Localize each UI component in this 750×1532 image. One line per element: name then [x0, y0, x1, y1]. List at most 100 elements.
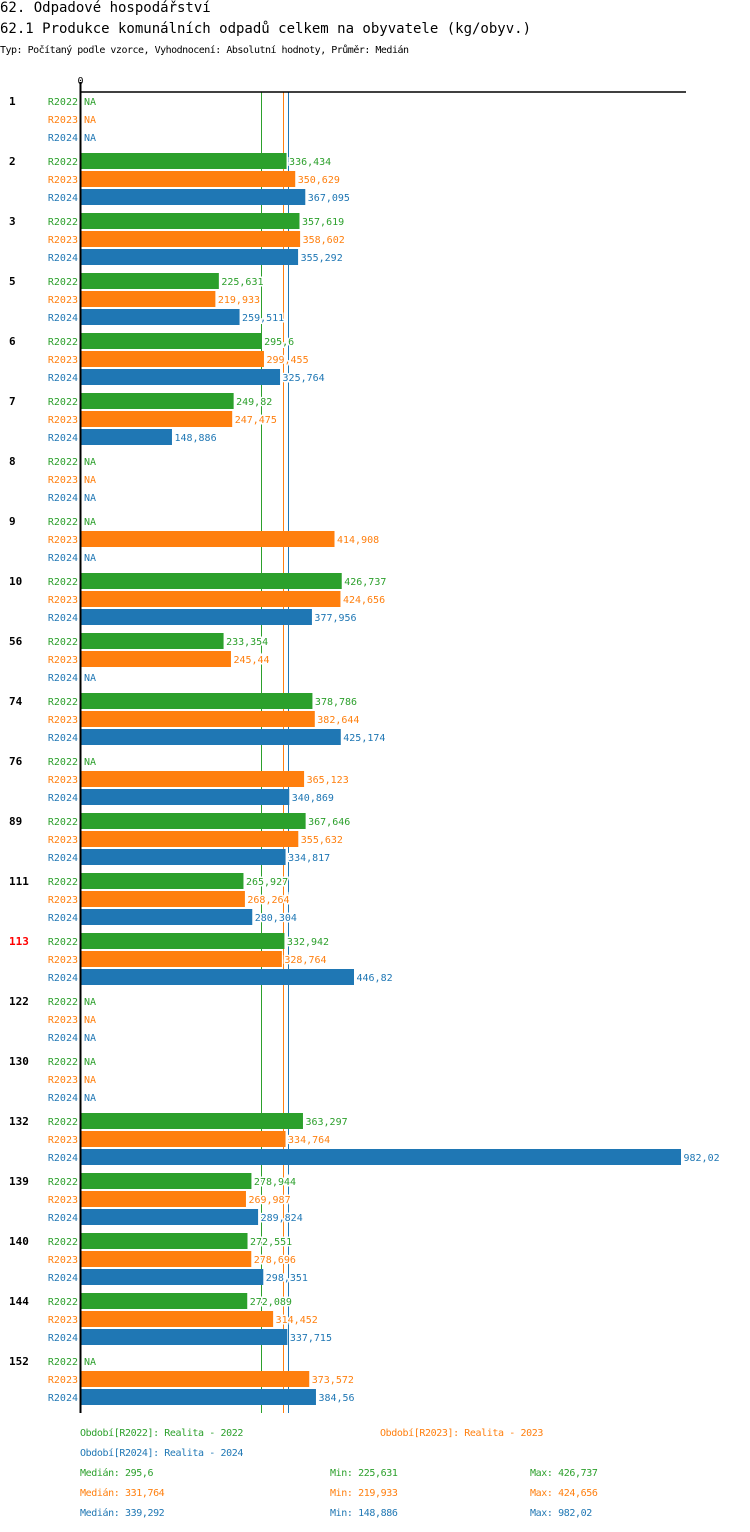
na-label: NA	[84, 1033, 96, 1044]
bar	[81, 273, 219, 289]
series-label: R2022	[48, 337, 78, 348]
series-label: R2022	[48, 1177, 78, 1188]
value-label: 365,123	[307, 775, 349, 786]
bar	[81, 1113, 303, 1129]
series-label: R2023	[48, 115, 78, 126]
series-label: R2024	[48, 373, 78, 384]
category-label: 1	[9, 95, 16, 108]
na-label: NA	[84, 1057, 96, 1068]
category-label: 5	[9, 275, 16, 288]
bar	[81, 171, 296, 187]
value-label: 269,987	[248, 1195, 290, 1206]
series-label: R2023	[48, 655, 78, 666]
stat-max-r2024: Max: 982,02	[530, 1508, 592, 1519]
series-label: R2022	[48, 157, 78, 168]
value-label: 363,297	[305, 1117, 347, 1128]
series-label: R2024	[48, 1273, 78, 1284]
bar	[81, 1191, 246, 1207]
value-label: 355,632	[301, 835, 343, 846]
na-label: NA	[84, 97, 96, 108]
value-label: 334,817	[288, 853, 330, 864]
series-label: R2024	[48, 673, 78, 684]
series-label: R2023	[48, 1015, 78, 1026]
value-label: 355,292	[301, 253, 343, 264]
legend-period-r2024: Období[R2024]: Realita - 2024	[80, 1448, 243, 1459]
series-label: R2022	[48, 697, 78, 708]
value-label: 249,82	[236, 397, 272, 408]
na-label: NA	[84, 997, 96, 1008]
series-label: R2024	[48, 733, 78, 744]
na-label: NA	[84, 115, 96, 126]
bar	[81, 789, 290, 805]
value-label: 357,619	[302, 217, 344, 228]
bar	[81, 909, 253, 925]
series-label: R2023	[48, 835, 78, 846]
bar	[81, 1293, 248, 1309]
bar	[81, 633, 224, 649]
category-label: 132	[9, 1115, 29, 1128]
na-label: NA	[84, 493, 96, 504]
value-label: 446,82	[357, 973, 393, 984]
value-label: 225,631	[221, 277, 263, 288]
series-label: R2023	[48, 415, 78, 426]
series-label: R2022	[48, 757, 78, 768]
bar	[81, 351, 264, 367]
bar	[81, 711, 315, 727]
bar	[81, 651, 231, 667]
series-label: R2024	[48, 613, 78, 624]
value-label: 289,824	[261, 1213, 303, 1224]
category-label: 8	[9, 455, 16, 468]
value-label: 272,089	[250, 1297, 292, 1308]
category-label: 7	[9, 395, 16, 408]
value-label: 426,737	[344, 577, 386, 588]
series-label: R2024	[48, 193, 78, 204]
bar	[81, 1209, 259, 1225]
series-label: R2023	[48, 295, 78, 306]
series-label: R2023	[48, 535, 78, 546]
bar	[81, 531, 335, 547]
category-label: 113	[9, 935, 29, 948]
bar	[81, 933, 285, 949]
x-tick-label: 0	[77, 76, 83, 87]
category-label: 152	[9, 1355, 29, 1368]
bar	[81, 1329, 288, 1345]
value-label: 325,764	[283, 373, 325, 384]
na-label: NA	[84, 1015, 96, 1026]
value-label: 377,956	[314, 613, 356, 624]
bar	[81, 1131, 286, 1147]
na-label: NA	[84, 1093, 96, 1104]
series-label: R2024	[48, 313, 78, 324]
bar	[81, 411, 233, 427]
series-label: R2024	[48, 1333, 78, 1344]
series-label: R2024	[48, 853, 78, 864]
series-label: R2022	[48, 817, 78, 828]
series-label: R2024	[48, 793, 78, 804]
stat-median-r2023: Medián: 331,764	[80, 1488, 165, 1499]
series-label: R2022	[48, 877, 78, 888]
value-label: 350,629	[298, 175, 340, 186]
value-label: 337,715	[290, 1333, 332, 1344]
bar	[81, 891, 245, 907]
na-label: NA	[84, 553, 96, 564]
value-label: 245,44	[233, 655, 269, 666]
bar	[81, 189, 306, 205]
value-label: 278,696	[254, 1255, 296, 1266]
series-label: R2023	[48, 775, 78, 786]
category-label: 139	[9, 1175, 29, 1188]
series-label: R2024	[48, 1213, 78, 1224]
value-label: 382,644	[317, 715, 359, 726]
series-label: R2024	[48, 913, 78, 924]
series-label: R2022	[48, 457, 78, 468]
category-label: 76	[9, 755, 23, 768]
series-label: R2023	[48, 715, 78, 726]
value-label: 295,6	[264, 337, 294, 348]
series-label: R2024	[48, 1393, 78, 1404]
bar	[81, 333, 262, 349]
series-label: R2023	[48, 235, 78, 246]
category-label: 144	[9, 1295, 29, 1308]
stat-min-r2023: Min: 219,933	[330, 1488, 398, 1499]
value-label: 340,869	[292, 793, 334, 804]
bar	[81, 393, 234, 409]
value-label: 425,174	[343, 733, 385, 744]
series-label: R2024	[48, 433, 78, 444]
